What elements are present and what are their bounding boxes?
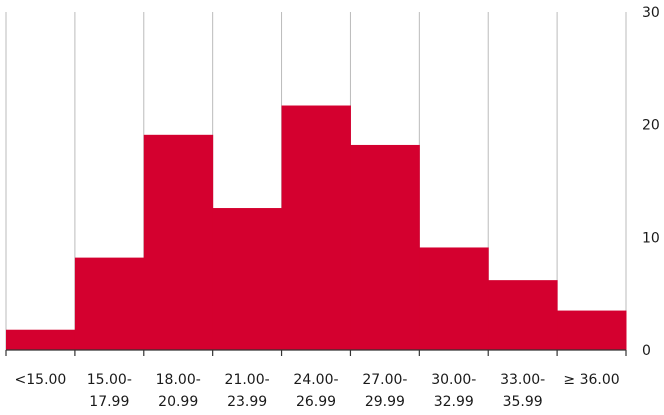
x-tick-label: 26.99 <box>296 394 336 410</box>
y-tick-label: 30 <box>642 5 660 21</box>
x-tick-label: ≥ 36.00 <box>563 372 619 388</box>
y-tick-label: 10 <box>642 230 660 246</box>
x-tick-label: 35.99 <box>503 394 543 410</box>
bar-6 <box>419 247 489 350</box>
x-tick-label: 20.99 <box>158 394 198 410</box>
y-axis-labels: 0 10 20 30 <box>642 5 660 359</box>
x-tick-label: 30.00- <box>431 372 476 388</box>
bar-3 <box>212 208 283 350</box>
x-tick-label: 27.00- <box>362 372 407 388</box>
x-tick-label: 32.99 <box>434 394 474 410</box>
x-axis-labels: <15.00 15.00- 17.99 18.00- 20.99 21.00- 23.99 2… <box>15 372 620 410</box>
x-tick-label: 21.00- <box>225 372 270 388</box>
x-tick-label: 17.99 <box>89 394 129 410</box>
bar-5 <box>350 144 420 350</box>
x-tick-label: 23.99 <box>227 394 267 410</box>
y-tick-label: 20 <box>642 118 660 134</box>
bar-7 <box>488 280 558 350</box>
x-axis-ticks <box>5 350 627 356</box>
y-tick-label: 0 <box>642 343 651 359</box>
x-tick-label: 33.00- <box>500 372 545 388</box>
x-tick-label: 24.00- <box>293 372 338 388</box>
x-tick-label: 18.00- <box>156 372 201 388</box>
x-tick-label: 15.00- <box>87 372 132 388</box>
bar-1 <box>74 257 145 350</box>
bar-2 <box>143 134 214 350</box>
bars <box>6 105 627 350</box>
x-tick-label: <15.00 <box>15 372 67 388</box>
bar-0 <box>6 329 76 350</box>
x-tick-label: 29.99 <box>365 394 405 410</box>
bar-4 <box>281 105 351 350</box>
bar-8 <box>557 310 627 350</box>
